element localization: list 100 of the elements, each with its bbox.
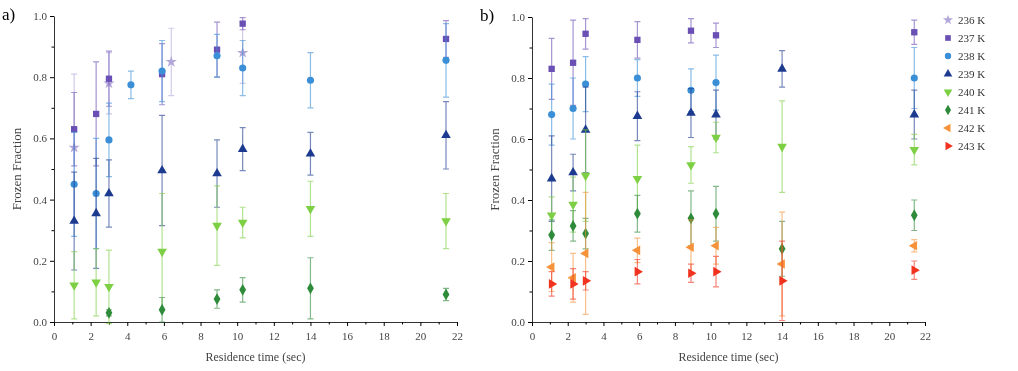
point	[685, 242, 694, 253]
point	[686, 162, 696, 171]
point	[712, 79, 720, 87]
chart-title: a)	[2, 5, 16, 24]
point	[92, 189, 100, 198]
x-tick-label: 2	[565, 330, 571, 342]
point	[570, 279, 579, 289]
point	[580, 172, 591, 182]
point	[213, 46, 221, 53]
point	[239, 20, 246, 27]
x-tick-label: 22	[920, 330, 931, 342]
chart-title: b)	[480, 6, 495, 25]
point	[442, 56, 450, 64]
point	[548, 111, 556, 119]
point	[582, 80, 590, 88]
point	[442, 35, 450, 43]
y-tick-label: 0.2	[33, 254, 47, 267]
x-tick-label: 18	[848, 330, 861, 342]
point	[305, 206, 316, 215]
point	[688, 268, 697, 279]
y-tick-label: 0.2	[511, 255, 525, 268]
point	[237, 46, 249, 58]
point	[568, 167, 578, 176]
y-tick-label: 0.0	[511, 316, 526, 329]
point	[104, 284, 114, 293]
point	[239, 64, 247, 72]
point	[633, 74, 641, 82]
legend-label: 237 K	[958, 32, 986, 44]
x-tick-label: 4	[601, 330, 608, 342]
point	[157, 164, 167, 174]
x-tick-label: 6	[636, 330, 643, 342]
y-tick-label: 1.0	[33, 10, 48, 23]
point	[582, 30, 589, 37]
point	[779, 276, 788, 286]
point	[712, 32, 720, 39]
point	[686, 107, 696, 116]
x-tick-label: 18	[378, 330, 391, 342]
x-tick-label: 14	[305, 330, 317, 342]
point	[105, 75, 113, 82]
point	[713, 266, 722, 277]
point	[687, 27, 695, 34]
point	[632, 110, 643, 119]
x-tick-label: 4	[125, 330, 132, 342]
x-tick-label: 14	[777, 330, 789, 342]
x-tick-label: 20	[884, 330, 896, 342]
point	[546, 212, 557, 221]
point	[70, 180, 78, 188]
point	[212, 222, 222, 232]
y-axis-title: Frozen Fraction	[487, 127, 502, 211]
point	[580, 248, 589, 259]
point	[70, 126, 78, 133]
point	[910, 74, 918, 82]
legend-label: 243 K	[958, 140, 986, 152]
x-axis-title: Residence time (sec)	[678, 350, 779, 364]
y-tick-label: 0.4	[33, 193, 48, 206]
y-tick-label: 0.8	[511, 72, 526, 85]
point	[158, 67, 166, 75]
x-tick-label: 8	[672, 330, 679, 342]
y-tick-label: 0.0	[33, 316, 48, 329]
point	[127, 81, 135, 89]
point	[582, 276, 592, 286]
x-tick-label: 2	[88, 330, 94, 342]
point	[634, 36, 641, 44]
point	[634, 266, 643, 277]
point	[911, 29, 918, 36]
x-tick-label: 16	[342, 330, 354, 342]
x-tick-label: 0	[529, 330, 536, 342]
y-tick-label: 1.0	[511, 11, 526, 24]
y-tick-label: 0.6	[33, 132, 48, 145]
point	[631, 245, 641, 256]
point	[568, 201, 578, 211]
point	[305, 148, 316, 157]
point	[69, 215, 79, 224]
legend-label: 239 K	[958, 68, 986, 80]
x-tick-label: 12	[741, 330, 753, 342]
point	[687, 86, 695, 94]
x-tick-label: 12	[268, 330, 280, 342]
point	[237, 219, 248, 229]
y-tick-label: 0.6	[511, 133, 526, 146]
x-tick-label: 10	[232, 330, 244, 342]
point	[92, 110, 100, 118]
point	[91, 279, 101, 288]
x-tick-label: 16	[812, 330, 825, 342]
point	[548, 279, 558, 289]
x-axis-title: Residence time (sec)	[205, 350, 306, 364]
legend-label: 242 K	[958, 122, 986, 134]
x-tick-label: 6	[161, 330, 168, 342]
legend-label: 236 K	[958, 14, 986, 26]
point	[213, 52, 221, 60]
legend-label: 238 K	[958, 50, 986, 62]
point	[909, 146, 920, 156]
point	[777, 143, 787, 153]
point	[632, 175, 643, 185]
point	[776, 259, 785, 269]
point	[777, 63, 787, 72]
point	[165, 55, 177, 67]
point	[306, 76, 315, 84]
x-tick-label: 8	[198, 330, 205, 342]
point	[441, 129, 451, 139]
point	[91, 207, 101, 217]
